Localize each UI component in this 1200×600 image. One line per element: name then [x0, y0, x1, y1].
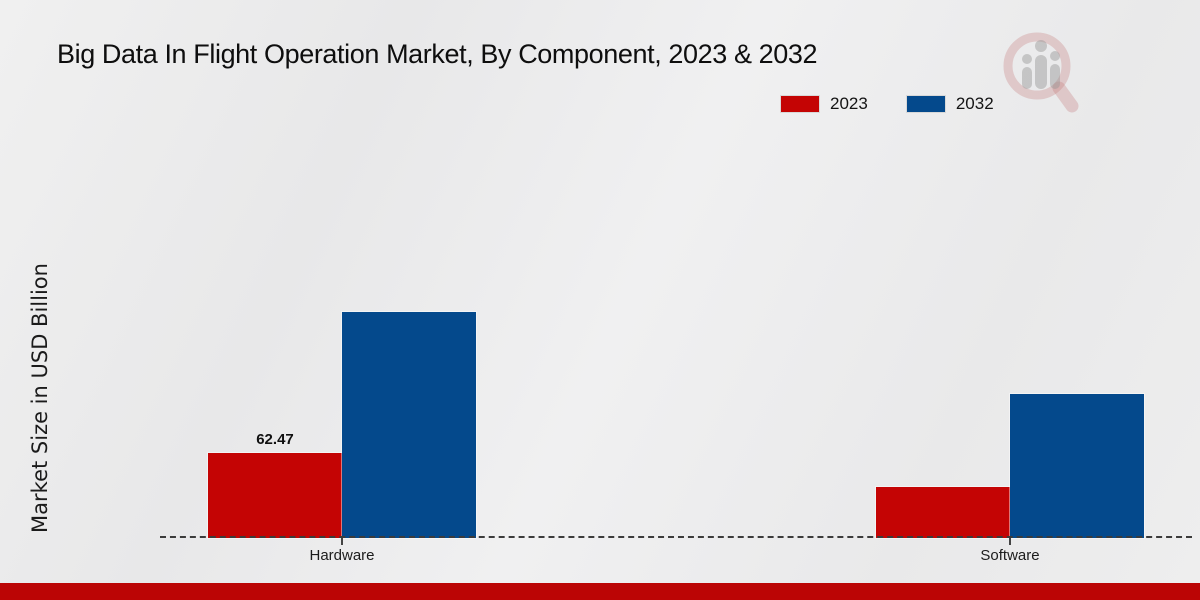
axis-tick-hardware: [341, 538, 343, 545]
bar-hardware-2032: [342, 312, 476, 538]
legend-item-2032: 2032: [905, 94, 994, 114]
legend-label-2032: 2032: [955, 94, 994, 113]
bar-software-2023: [876, 487, 1010, 538]
legend-swatch-2032: [905, 95, 946, 113]
legend-label-2023: 2023: [830, 94, 868, 113]
legend: 2023 2032: [780, 94, 1032, 114]
data-label-hardware-2023: 62.47: [256, 431, 294, 448]
axis-tick-software: [1009, 538, 1011, 545]
legend-item-2023: 2023: [780, 94, 868, 114]
magnifier-bar-chart-logo-icon: [1000, 26, 1084, 121]
chart-title: Big Data In Flight Operation Market, By …: [57, 39, 818, 69]
x-axis-baseline: [160, 536, 1192, 538]
y-axis-label: Market Size in USD Billion: [28, 263, 52, 533]
bar-hardware-2023: [208, 453, 342, 538]
category-label-hardware: Hardware: [309, 547, 375, 564]
legend-swatch-2023: [780, 95, 820, 113]
category-label-software: Software: [980, 547, 1040, 564]
footer-bar: [0, 583, 1200, 600]
bar-software-2032: [1010, 394, 1144, 538]
